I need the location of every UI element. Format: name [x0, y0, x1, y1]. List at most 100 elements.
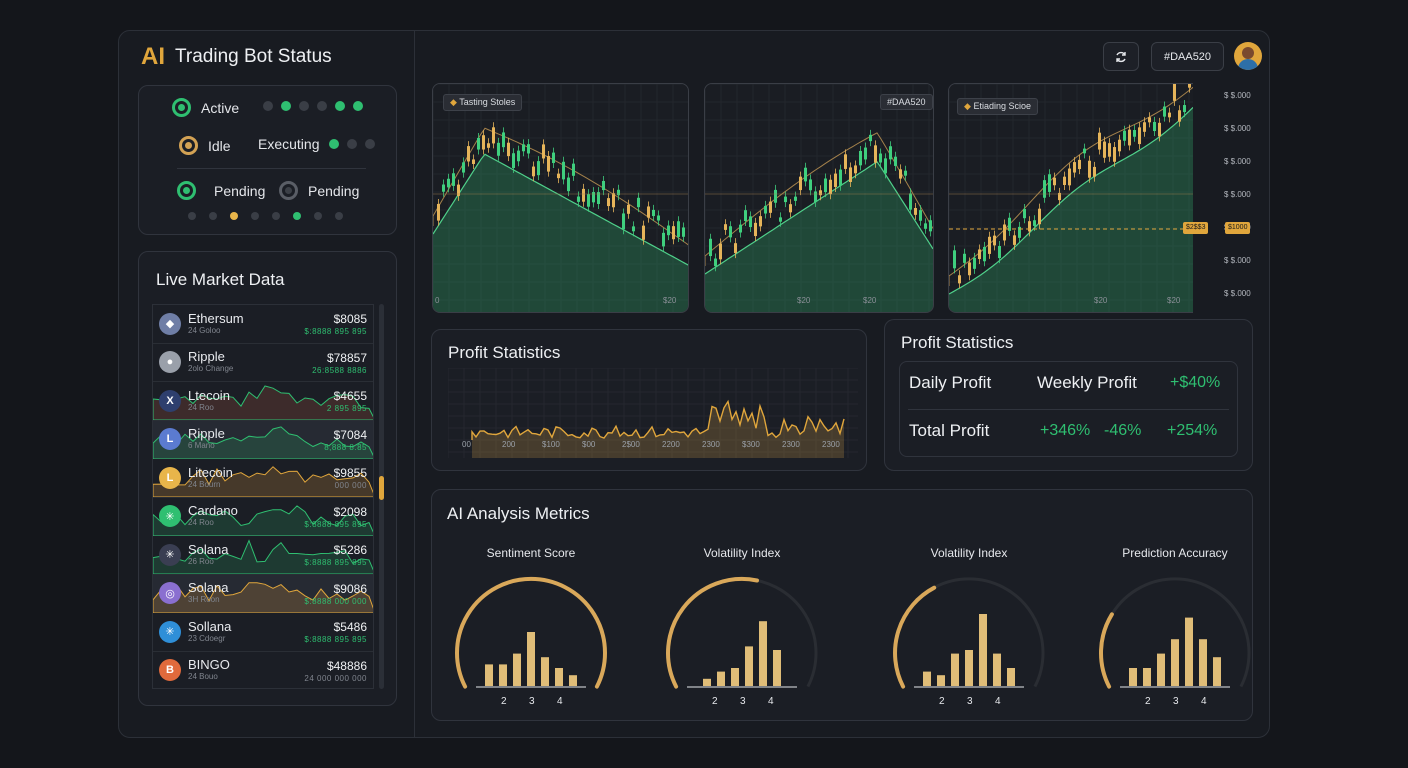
metric-gauge[interactable]: Prediction Accuracy 2 3 4 [1090, 540, 1260, 712]
candle [637, 197, 640, 208]
brand: AI Trading Bot Status [141, 43, 332, 71]
avatar[interactable] [1234, 42, 1262, 70]
market-row[interactable]: ✳ Solana 26 Roo $5286 $:8888 895 895 [153, 536, 373, 575]
coin-name: Solana [188, 541, 229, 557]
profit-tick: 2300 [822, 440, 840, 449]
coin-change: $:8888 895 895 [304, 327, 367, 336]
coin-sub: 24 Roo [188, 402, 214, 412]
coin-sub: 6 Mano [188, 441, 215, 451]
profit-tick: 00 [462, 440, 471, 449]
gauge-track [666, 577, 818, 688]
refresh-button[interactable] [1103, 42, 1139, 71]
market-list[interactable]: ◆ Ethersum 24 Goloo $8085 $:8888 895 895 ● Rip… [152, 304, 374, 689]
gauge-label: 3 [529, 696, 535, 707]
price-axis-tick: $ $.000 [1224, 289, 1251, 298]
candle [457, 184, 460, 196]
coin-price: $5286 [333, 543, 367, 557]
metric-gauge[interactable]: Volatility Index 2 3 4 [884, 540, 1054, 712]
metric-gauge[interactable]: Volatility Index 2 3 4 [657, 540, 827, 712]
market-row[interactable]: B BINGO 24 Bouo $48886 24 000 000 000 [153, 652, 373, 689]
candle [622, 213, 625, 230]
gauge-bar [965, 650, 973, 686]
metric-gauge[interactable]: Sentiment Score 2 3 4 [446, 540, 616, 712]
candle [522, 144, 525, 152]
gauge-bar [1199, 639, 1207, 686]
market-row[interactable]: ✳ Sollana 23 Cdoegr $5486 $:8888 895 895 [153, 613, 373, 652]
candle [452, 173, 455, 186]
market-row[interactable]: X Ltecoin 24 Roo $4655 2 895 895 [153, 382, 373, 421]
market-row[interactable]: L Litecoin 24 Bourn $9855 000 000 [153, 459, 373, 498]
candle [819, 190, 822, 196]
candle [462, 162, 465, 173]
profit-tick: 2200 [662, 440, 680, 449]
candle [682, 227, 685, 237]
gauge-bar [937, 675, 945, 686]
price-tag-target: $1000 [1225, 222, 1251, 234]
price-chart-1[interactable]: ◆ Tasting Stoles 0 $20 [432, 83, 689, 313]
total-profit-value-1: +346% [1040, 422, 1091, 439]
market-row[interactable]: ◆ Ethersum 24 Goloo $8085 $:8888 895 895 [153, 305, 373, 344]
coin-price: $7084 [333, 427, 367, 442]
gauge-label: 4 [995, 696, 1001, 707]
status-executing[interactable]: Executing [258, 136, 376, 152]
row-sparkline [153, 466, 373, 497]
market-row[interactable]: L Ripple 6 Mano $7084 8,888 8.85 [153, 420, 373, 459]
dot-indicator [263, 101, 273, 111]
coin-text: Ripple 6 Mano [188, 427, 225, 451]
candle [1073, 162, 1076, 173]
chart-1-tick: $20 [663, 296, 677, 305]
coin-price: $9855 [333, 466, 367, 480]
gauge-level [666, 576, 759, 689]
candle [607, 198, 610, 207]
gauge-title: Volatility Index [930, 546, 1008, 560]
chart-3-label-text: Etiading Scioe [973, 101, 1031, 111]
gauge-bar [745, 646, 753, 686]
gauge-bar [923, 671, 931, 686]
coin-sub: 3H Roon [188, 595, 220, 605]
profit-tick: 2300 [782, 440, 800, 449]
gauge-labels: 2 3 4 [501, 696, 585, 707]
candle [809, 179, 812, 191]
candle [487, 143, 490, 148]
candle [849, 167, 852, 182]
account-button[interactable]: #DAA520 [1151, 42, 1224, 71]
chart-1-tick: 0 [435, 296, 440, 305]
price-axis: $ $.000 $ $.000 $ $.000 $ $.000 $ $.000 $ $.0… [1224, 91, 1264, 311]
price-chart-2[interactable]: #DAA520 $20 $20 [704, 83, 934, 313]
coin-change: 2 895 895 [326, 404, 367, 413]
market-row[interactable]: ◎ Solana 3H Roon $9086 $:8888 000 000 [153, 574, 373, 613]
chart-2-tick: $20 [797, 296, 811, 305]
dot-indicator [230, 212, 238, 220]
candle [824, 178, 827, 193]
candle [527, 144, 530, 154]
status-pending-b[interactable]: Pending [279, 181, 359, 200]
status-pending-a[interactable]: Pending [177, 181, 265, 200]
gauge-bar [1007, 668, 1015, 686]
gauge-bar [773, 650, 781, 686]
candle [1063, 176, 1066, 185]
profit-line-chart[interactable] [448, 368, 858, 458]
market-scroll-thumb[interactable] [379, 476, 384, 500]
chart-2-label: #DAA520 [880, 94, 933, 110]
price-chart-3[interactable]: ◆ Etiading Scioe $20 $20 [948, 83, 1193, 313]
candle [909, 193, 912, 210]
market-row[interactable]: ● Ripple 2olo Change $78857 26:8588 8886 [153, 344, 373, 382]
coin-name: Ripple [188, 426, 225, 442]
candle [929, 220, 932, 232]
candle [784, 196, 787, 203]
candle [572, 163, 575, 176]
coin-icon: ✳ [159, 543, 181, 566]
profit-chart-title: Profit Statistics [448, 343, 561, 362]
candle [587, 194, 590, 207]
candle [1003, 224, 1006, 241]
market-row[interactable]: ✳ Cardano 24 Roo $2098 $:8888 895 895 [153, 498, 373, 536]
candle [844, 154, 847, 169]
price-axis-tick: $ $.000 [1224, 124, 1251, 133]
gauge-title: Sentiment Score [486, 546, 576, 560]
candle-chart-1 [433, 84, 688, 312]
status-active[interactable]: Active [172, 98, 239, 117]
status-idle[interactable]: Idle [179, 136, 231, 155]
candle [477, 137, 480, 150]
candle [804, 167, 807, 182]
gauge-bar [555, 668, 563, 686]
